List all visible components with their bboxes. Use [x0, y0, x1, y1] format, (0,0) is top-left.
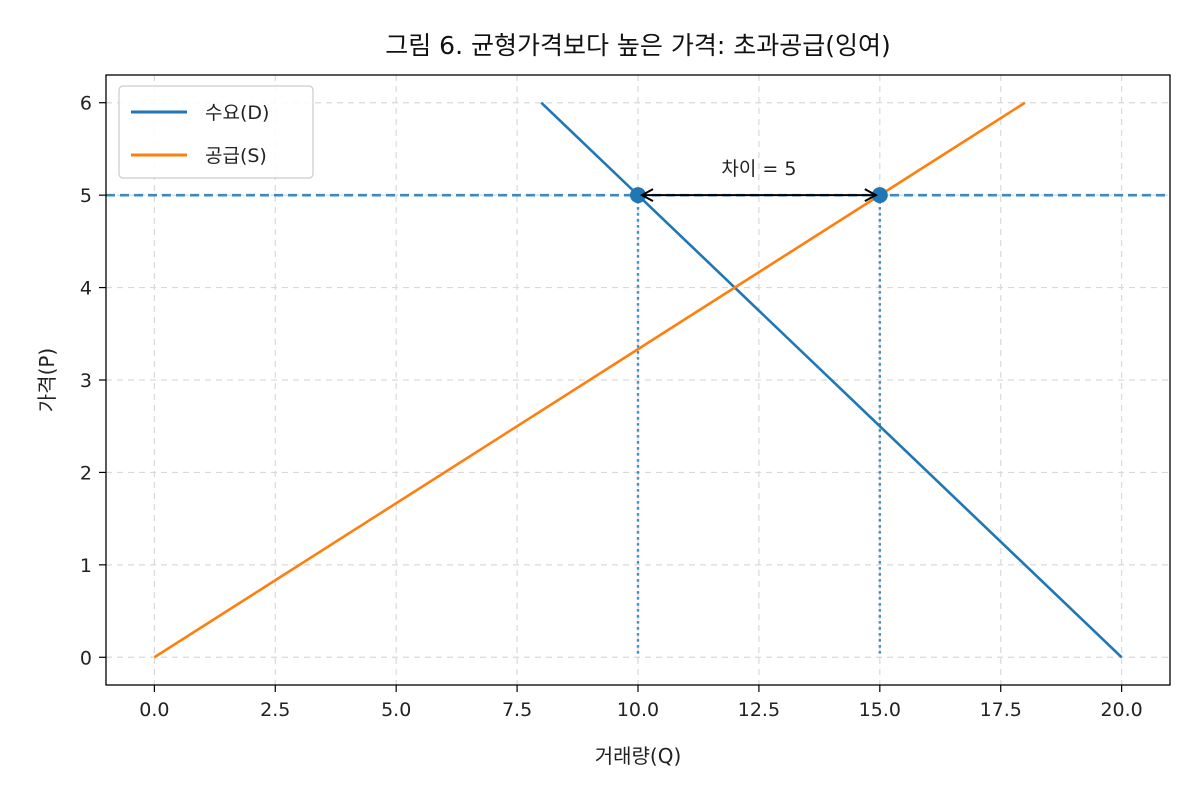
annotation-label: 차이 = 5 [721, 158, 796, 180]
y-axis-label: 가격(P) [35, 348, 59, 412]
chart-title: 그림 6. 균형가격보다 높은 가격: 초과공급(잉여) [385, 31, 891, 60]
x-tick-label: 2.5 [260, 699, 290, 721]
intersection-point [871, 187, 888, 204]
x-tick-label: 5.0 [381, 699, 411, 721]
x-tick-label: 0.0 [139, 699, 169, 721]
x-tick-label: 7.5 [502, 699, 532, 721]
y-tick-label: 4 [80, 278, 92, 300]
x-tick-label: 12.5 [738, 699, 780, 721]
y-tick-label: 0 [80, 647, 92, 669]
y-tick-label: 2 [80, 462, 92, 484]
y-tick-label: 5 [80, 185, 92, 207]
legend-label-demand: 수요(D) [205, 102, 269, 124]
ticks: 0.0 2.5 5.0 7.5 10.0 12.5 15.0 17.5 20.0 0 1 2 3 4 5 6 [80, 93, 1143, 721]
y-tick-label: 6 [80, 93, 92, 115]
legend-label-supply: 공급(S) [205, 145, 267, 167]
x-tick-label: 20.0 [1100, 699, 1142, 721]
x-tick-label: 10.0 [617, 699, 659, 721]
intersection-point [630, 187, 646, 204]
x-axis-label: 거래량(Q) [595, 744, 682, 768]
y-tick-label: 3 [80, 370, 92, 392]
difference-arrow-head-left [639, 188, 654, 203]
x-tick-label: 15.0 [859, 699, 901, 721]
y-tick-label: 1 [80, 555, 92, 577]
annotation: 차이 = 5 [639, 158, 878, 203]
difference-arrow-head-right [864, 188, 878, 203]
x-tick-label: 17.5 [980, 699, 1022, 721]
legend: 수요(D) 공급(S) [118, 85, 314, 179]
points [630, 187, 888, 204]
